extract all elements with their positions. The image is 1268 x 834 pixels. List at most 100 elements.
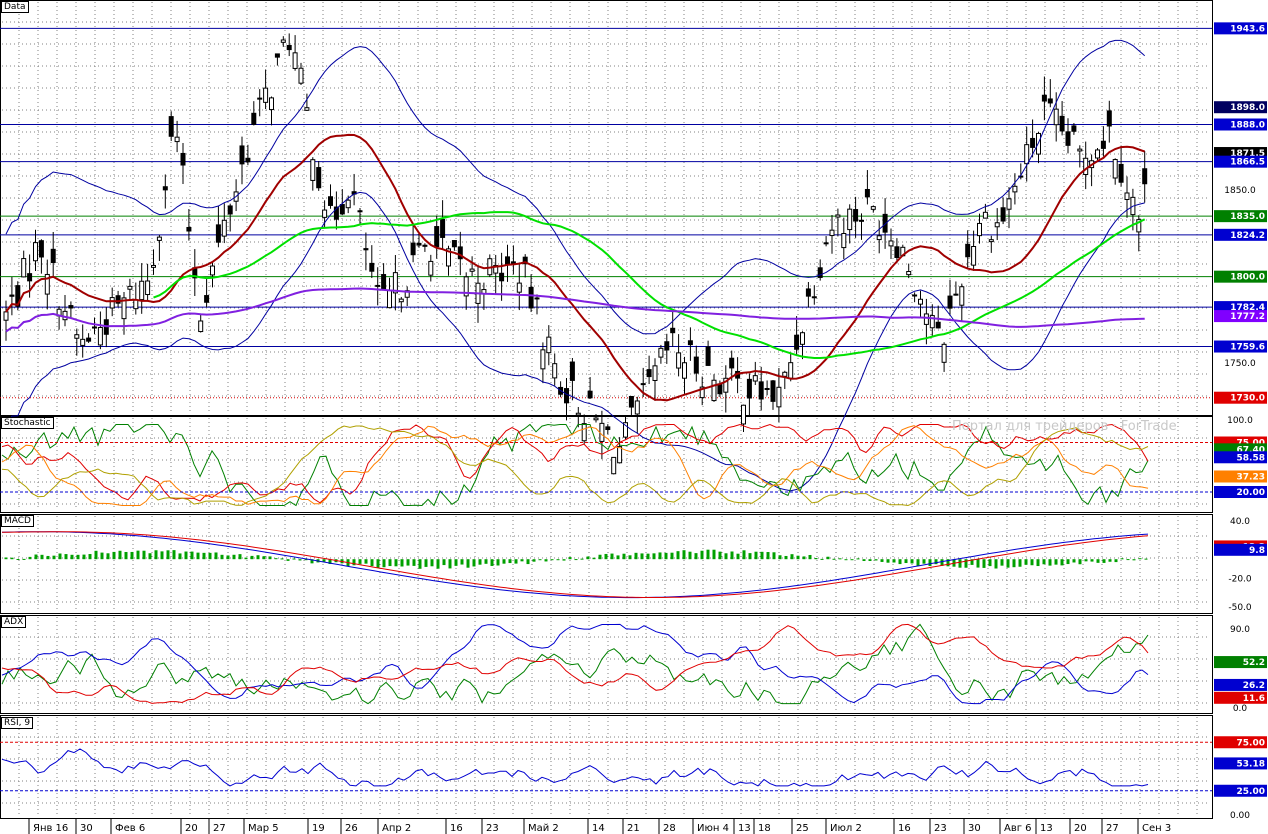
macd-bar xyxy=(208,552,212,560)
candle-body xyxy=(156,236,162,241)
macd-bar xyxy=(442,559,446,566)
x-tick-label: 14 xyxy=(592,823,605,834)
macd-bar xyxy=(124,551,128,560)
stochastic-panel-frame xyxy=(0,416,1213,513)
candle-body xyxy=(1071,125,1077,132)
candle-body xyxy=(463,276,469,297)
candle-body xyxy=(1095,149,1100,159)
macd-bar xyxy=(1102,559,1106,563)
candle-body xyxy=(74,334,80,339)
price-label-text: 1824.2 xyxy=(1230,231,1265,241)
candle-body xyxy=(210,265,215,276)
candle-body xyxy=(174,136,180,143)
candle-body xyxy=(292,52,298,69)
candle-body xyxy=(457,246,463,260)
macd-bar xyxy=(784,555,788,560)
macd-bar xyxy=(604,553,608,560)
candle-body xyxy=(693,356,699,374)
macd-bar xyxy=(1084,559,1088,562)
adx-label-text: 11.6 xyxy=(1243,694,1265,704)
macd-bar xyxy=(664,552,668,560)
x-tick-label: 16 xyxy=(450,823,463,834)
price-label-text: 1777.2 xyxy=(1230,312,1265,322)
candle-body xyxy=(971,245,977,266)
candle-body xyxy=(805,288,811,297)
candle-body xyxy=(581,423,587,442)
candle-body xyxy=(546,336,552,354)
macd-bar xyxy=(94,550,98,560)
macd-bar xyxy=(328,559,332,564)
macd-bar xyxy=(856,558,860,560)
price-label-box xyxy=(1214,310,1267,323)
x-tick-label: 27 xyxy=(213,823,226,834)
macd-bar xyxy=(946,559,950,567)
candle-body xyxy=(593,417,599,421)
candle-body xyxy=(363,248,369,251)
candle-body xyxy=(859,219,864,222)
macd-bar xyxy=(526,559,530,565)
macd-bar xyxy=(934,559,938,565)
macd-bar xyxy=(580,558,584,560)
macd-bar xyxy=(310,559,314,564)
candle-body xyxy=(941,343,947,363)
candle-body xyxy=(162,186,168,191)
candle-body xyxy=(3,311,9,321)
macd-bar xyxy=(1132,559,1136,561)
candle-body xyxy=(906,271,912,276)
candle-body xyxy=(658,347,664,358)
macd-bar xyxy=(352,559,356,566)
candle-body xyxy=(640,383,646,386)
rsi-label-box xyxy=(1214,736,1267,749)
candle-body xyxy=(1077,148,1083,152)
candle-body xyxy=(670,327,676,334)
candle-body xyxy=(15,285,21,307)
macd-bar xyxy=(214,552,218,560)
macd-bar xyxy=(10,557,14,560)
macd-bar xyxy=(448,559,452,569)
macd-bar xyxy=(172,550,176,560)
candle-body xyxy=(770,380,776,402)
candle-body xyxy=(575,412,581,416)
candle-body xyxy=(274,53,280,58)
candle-body xyxy=(876,235,882,241)
candle-body xyxy=(1059,115,1065,132)
candle-body xyxy=(522,256,528,265)
macd-bar xyxy=(568,557,572,560)
macd-bar xyxy=(700,550,704,560)
candle-body xyxy=(959,286,965,306)
rsi-panel-frame xyxy=(0,715,1213,819)
macd-bar xyxy=(130,551,134,560)
candle-body xyxy=(257,97,263,100)
macd-bar xyxy=(1096,559,1100,563)
macd-bar xyxy=(508,559,512,564)
macd-bar xyxy=(196,552,200,560)
candle-body xyxy=(446,248,451,267)
macd-bar xyxy=(262,556,266,560)
price-label-text: 1866.5 xyxy=(1230,158,1265,168)
macd-bar xyxy=(550,559,554,561)
x-tick-label: 20 xyxy=(185,823,198,834)
macd-bar xyxy=(202,552,206,560)
adx-y-tick: 0.0 xyxy=(1233,704,1248,714)
price-label-box xyxy=(1214,22,1267,35)
macd-bar xyxy=(502,559,506,564)
candle-body xyxy=(115,295,121,304)
candle-body xyxy=(1000,207,1006,222)
rsi-line xyxy=(1,748,1149,787)
macd-bar xyxy=(538,559,542,561)
adx-y-tick: 90.0 xyxy=(1230,625,1250,635)
macd-bar xyxy=(1012,559,1016,568)
candle-body xyxy=(870,206,876,210)
macd-bar xyxy=(16,558,20,560)
macd-bar xyxy=(742,550,746,560)
macd-bar xyxy=(1018,559,1022,567)
candle-body xyxy=(764,388,770,391)
candle-body xyxy=(1024,144,1030,165)
candle-body xyxy=(782,371,788,377)
candle-body xyxy=(198,320,204,333)
candle-body xyxy=(357,210,363,213)
macd-bar xyxy=(796,555,800,560)
macd-bar xyxy=(232,554,236,560)
x-tick-label: Янв 16 xyxy=(33,823,68,834)
